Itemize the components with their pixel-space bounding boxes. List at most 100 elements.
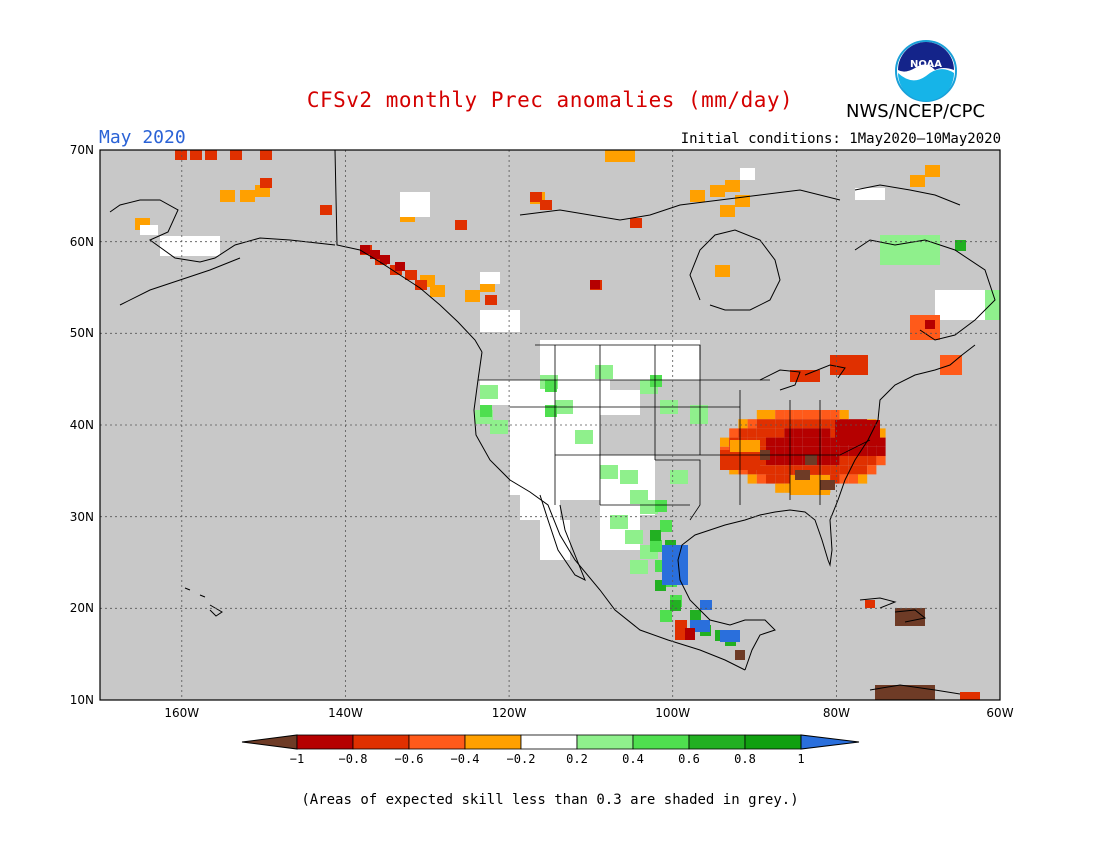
ohio-valley-negative <box>802 465 812 475</box>
negative-cell <box>260 178 272 188</box>
lat-label: 30N <box>70 510 94 524</box>
strong-negative-cell <box>370 250 380 259</box>
negative-cell <box>205 150 217 160</box>
ohio-valley-negative <box>830 465 840 475</box>
ohio-valley-negative <box>848 465 858 475</box>
colorbar-segment <box>464 734 522 750</box>
ohio-valley-negative <box>784 419 794 429</box>
colorbar-over-triangle <box>800 734 860 750</box>
ohio-valley-negative <box>839 474 849 484</box>
light-positive-cell <box>640 500 658 514</box>
ohio-valley-negative <box>858 465 868 475</box>
colorbar-segment <box>296 734 354 750</box>
ohio-valley-negative <box>738 428 748 438</box>
lon-labels: 160W 140W 120W 100W 80W 60W <box>164 706 1013 720</box>
ohio-valley-negative <box>812 428 822 438</box>
lat-labels: 70N 60N 50N 40N 30N 20N 10N <box>70 143 94 707</box>
ohio-valley-negative <box>821 465 831 475</box>
ohio-valley-negative <box>812 465 822 475</box>
ohio-valley-negative <box>729 428 739 438</box>
ohio-valley-negative <box>756 474 766 484</box>
ohio-valley-negative <box>858 446 868 456</box>
light-negative-cell <box>465 290 480 302</box>
lat-label: 10N <box>70 693 94 707</box>
southeast-strong-negative <box>795 470 810 480</box>
negative-cell <box>455 220 467 230</box>
light-negative-cell <box>725 180 740 192</box>
ohio-valley-negative <box>839 456 849 466</box>
month-label: May 2020 <box>99 127 186 148</box>
ohio-valley-negative <box>747 419 757 429</box>
negative-cell <box>630 218 642 228</box>
ohio-valley-negative <box>730 440 760 452</box>
strong-negative-cell <box>360 245 370 254</box>
colorbar-segment <box>688 734 746 750</box>
colorbar-segment <box>632 734 690 750</box>
ohio-valley-negative <box>848 474 858 484</box>
negative-cell <box>230 150 242 160</box>
colorbar-segment <box>520 734 578 750</box>
light-positive-cell <box>630 560 648 574</box>
ohio-valley-negative <box>775 465 785 475</box>
strong-negative-cell <box>380 255 390 264</box>
plains-neutral <box>600 390 640 415</box>
south-america-strong-negative <box>875 685 935 700</box>
ohio-valley-negative <box>821 419 831 429</box>
mexico-positive <box>720 630 740 642</box>
arctic-neutral <box>740 168 755 180</box>
ohio-valley-negative <box>821 410 831 420</box>
colorbar-segment <box>576 734 634 750</box>
lon-label: 160W <box>164 706 199 720</box>
initial-conditions: Initial conditions: 1May2020–10May2020 <box>680 131 1001 147</box>
negative-cell <box>260 150 272 160</box>
ohio-valley-negative <box>775 474 785 484</box>
ohio-valley-negative <box>766 465 776 475</box>
strong-positive-cell <box>955 240 966 251</box>
light-positive-cell <box>620 470 638 484</box>
negative-cell <box>530 192 542 202</box>
lat-label: 70N <box>70 143 94 157</box>
light-positive-cell <box>670 470 688 484</box>
light-negative-cell <box>690 190 705 202</box>
colorbar-tick-label: −0.2 <box>507 752 536 766</box>
lat-label: 60N <box>70 235 94 249</box>
light-positive-cell <box>690 410 708 424</box>
light-positive-cell <box>595 365 613 379</box>
negative-cell <box>485 295 497 305</box>
ohio-valley-negative <box>784 428 794 438</box>
ohio-valley-negative <box>747 428 757 438</box>
ohio-valley-negative <box>821 446 831 456</box>
map-frame <box>99 149 1001 701</box>
ohio-valley-negative <box>793 410 803 420</box>
ohio-valley-negative <box>839 410 849 420</box>
ohio-valley-negative <box>720 437 730 447</box>
ohio-valley-negative <box>802 419 812 429</box>
alaska-neutral <box>400 192 430 217</box>
ohio-valley-negative <box>830 446 840 456</box>
strong-positive-cell <box>690 610 701 621</box>
light-negative-cell <box>220 190 235 202</box>
ohio-valley-negative <box>802 437 812 447</box>
ohio-valley-negative <box>766 410 776 420</box>
northwest-neutral <box>540 340 700 380</box>
ohio-valley-negative <box>775 410 785 420</box>
anomaly-cells <box>135 150 1000 700</box>
mexico-positive <box>700 600 712 610</box>
ohio-valley-negative <box>802 446 812 456</box>
alaska-neutral <box>140 225 158 235</box>
ohio-valley-negative <box>766 474 776 484</box>
ohio-valley-negative <box>867 465 877 475</box>
negative-cell <box>415 280 427 290</box>
ohio-valley-negative <box>793 428 803 438</box>
strong-negative-cell <box>925 320 935 329</box>
ohio-valley-negative <box>848 456 858 466</box>
strong-positive-cell <box>655 580 666 591</box>
ohio-valley-negative <box>793 419 803 429</box>
positive-cell <box>545 405 557 417</box>
ohio-valley-negative <box>830 474 840 484</box>
ohio-valley-negative <box>802 410 812 420</box>
ohio-valley-negative <box>775 456 785 466</box>
ohio-valley-negative <box>876 446 886 456</box>
ohio-valley-negative <box>830 410 840 420</box>
